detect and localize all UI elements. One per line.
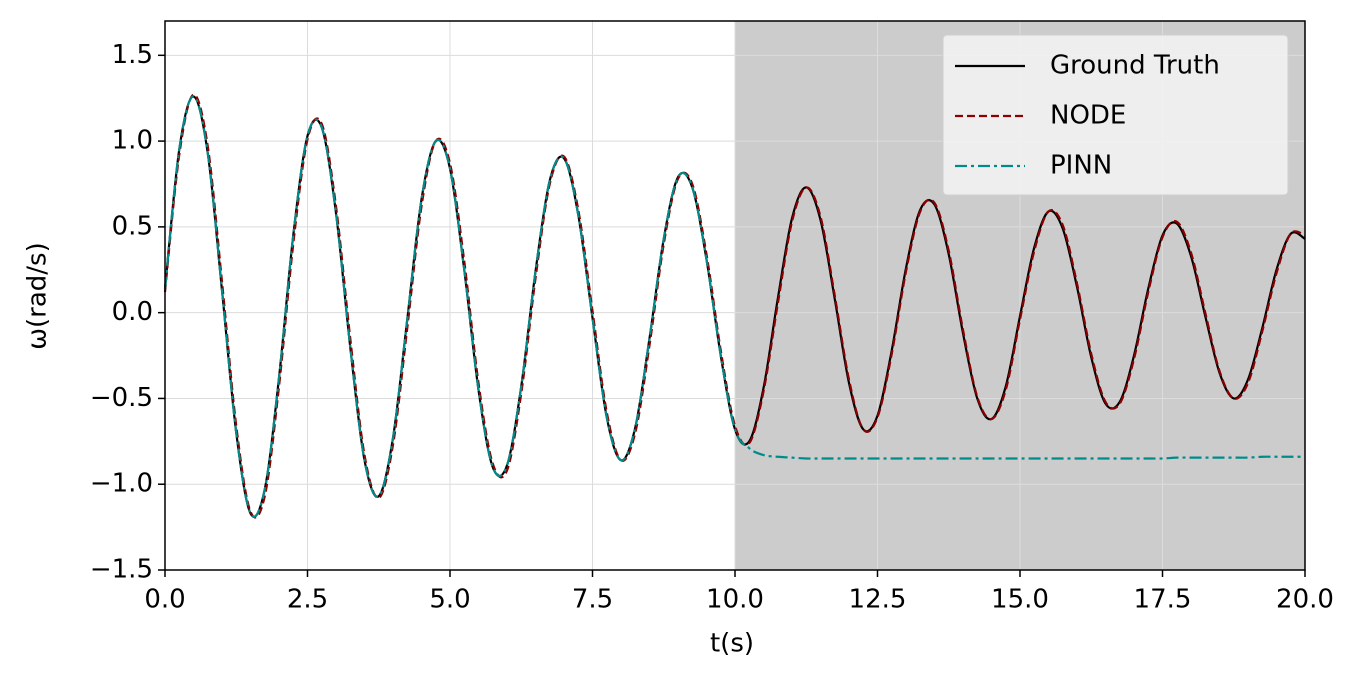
y-tick-label: 1.5 (112, 40, 153, 70)
legend-box (942, 34, 1289, 196)
y-tick-label: 1.0 (112, 126, 153, 156)
legend-label: Ground Truth (1050, 51, 1220, 81)
x-tick-label: 5.0 (429, 585, 470, 615)
y-tick-label: −0.5 (90, 383, 153, 413)
y-tick-label: −1.0 (90, 469, 153, 499)
y-tick-label: 0.0 (112, 297, 153, 327)
plot-frame (164, 20, 1306, 571)
x-tick-label: 12.5 (849, 585, 907, 615)
x-axis-label: t(s) (710, 629, 754, 659)
x-tick-label: 2.5 (287, 585, 328, 615)
x-tick-label: 20.0 (1276, 585, 1334, 615)
legend-label: PINN (1050, 151, 1112, 181)
series-line (163, 93, 1306, 519)
legend-label: NODE (1050, 101, 1126, 131)
y-tick-label: 0.5 (112, 211, 153, 241)
x-tick-label: 7.5 (572, 585, 613, 615)
y-tick-label: −1.5 (90, 555, 153, 585)
x-tick-label: 17.5 (1134, 585, 1192, 615)
series-line (163, 95, 1305, 518)
legend: Ground Truth NODE PINN (942, 34, 1289, 196)
x-tick-label: 0.0 (144, 585, 185, 615)
y-axis-label: ω(rad/s) (23, 242, 53, 350)
x-tick-label: 15.0 (991, 585, 1049, 615)
x-tick-label: 10.0 (706, 585, 764, 615)
